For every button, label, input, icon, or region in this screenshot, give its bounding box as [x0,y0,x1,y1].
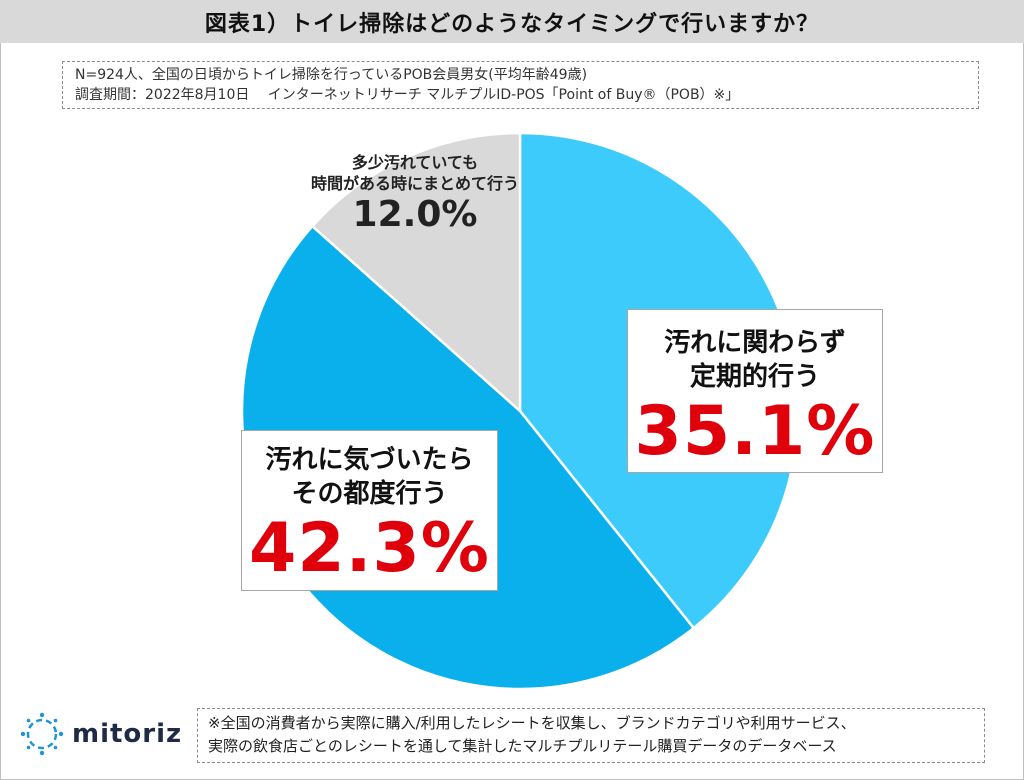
slice-label-spare-time-line1: 多少汚れていても [351,153,479,172]
slice-value-each-time: 42.3% [249,509,490,588]
survey-info-box: N=924人、全国の日頃からトイレ掃除を行っているPOB会員男女(平均年齢49歳… [62,61,979,109]
slice-label-regular: 汚れに関わらず 定期的行う 35.1% [627,309,883,473]
slice-label-regular-line2: 定期的行う [689,362,820,392]
slice-label-regular-line1: 汚れに関わらず [664,328,846,358]
figure-title: 図表1）トイレ掃除はどのようなタイミングで行いますか？ [0,0,1024,43]
slice-value-regular: 35.1% [634,392,876,471]
survey-period-text: 調査期間：2022年8月10日 インターネットリサーチ マルチプルID-POS「… [75,87,740,103]
slice-label-each-time: 汚れに気づいたら その都度行う 42.3% [241,430,498,591]
slice-label-each-time-line1: 汚れに気づいたら [265,445,474,475]
logo-wordmark: mitoriz [72,719,183,749]
pie-slice-spare-time [310,131,522,414]
footnote-box: ※全国の消費者から実際に購入/利用したレシートを収集し、ブランドカテゴリや利用サ… [197,708,985,763]
footnote-line2: 実際の飲食店ごとのレシートを通して集計したマルチプルリテール購買データのデータベ… [208,737,837,755]
survey-sample-text: N=924人、全国の日頃からトイレ掃除を行っているPOB会員男女(平均年齢49歳… [75,67,588,83]
mitoriz-logo: mitoriz [20,712,190,756]
slice-label-spare-time: 多少汚れていても 時間がある時にまとめて行う 12.0% [290,152,540,236]
footnote-line1: ※全国の消費者から実際に購入/利用したレシートを収集し、ブランドカテゴリや利用サ… [208,714,856,732]
sparkle-logo-icon [20,712,64,756]
slice-label-each-time-line2: その都度行う [291,479,448,509]
slice-value-spare-time: 12.0% [352,194,478,235]
slice-label-spare-time-line2: 時間がある時にまとめて行う [310,174,519,193]
